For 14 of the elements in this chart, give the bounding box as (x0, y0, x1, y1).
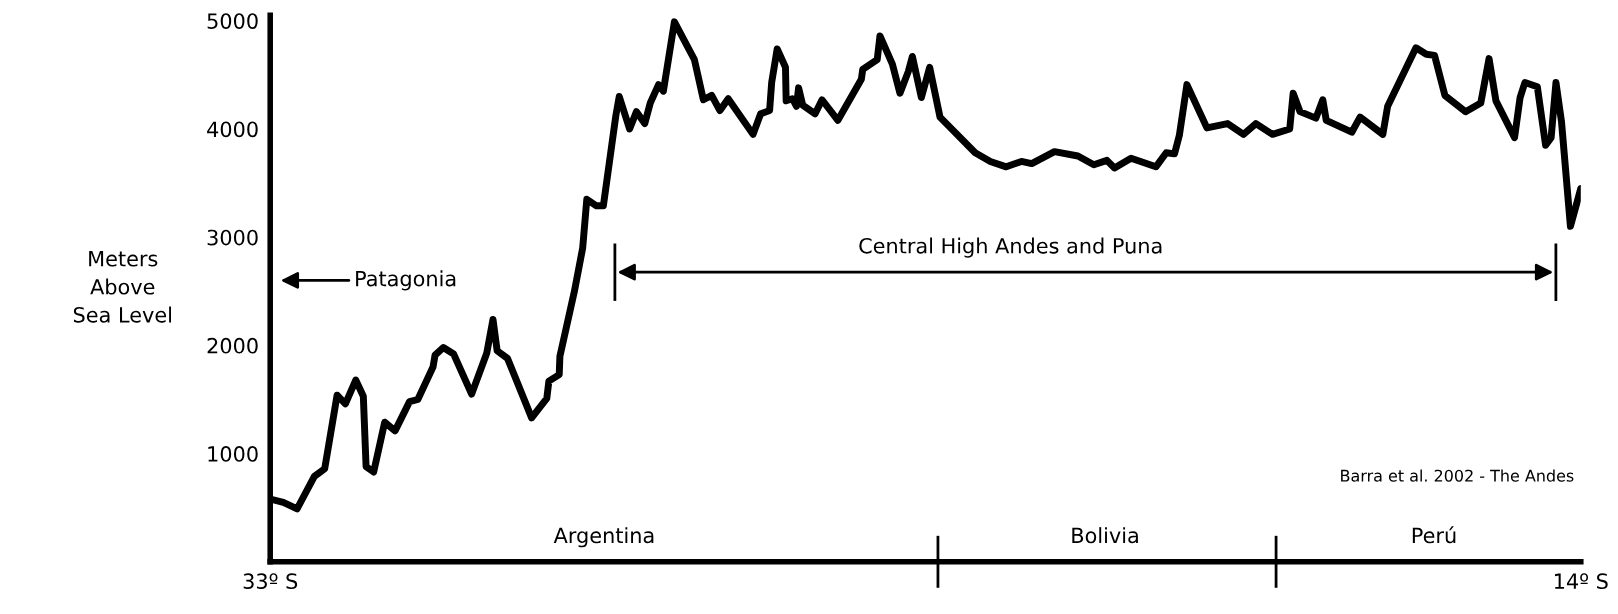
y-axis-title: Meters Above Sea Level (73, 251, 171, 323)
y-tick-label: 4000 (207, 121, 258, 138)
y-tick-label: 1000 (208, 446, 258, 462)
annotation: Perú (1412, 526, 1456, 544)
annotation: Bolivia (1072, 527, 1138, 544)
y-tick-label: 2000 (207, 337, 258, 354)
annotation: Barra et al. 2002 - The Andes (1341, 469, 1574, 482)
annotation: Central High Andes and Puna (859, 237, 1162, 258)
y-tick-label: 5000 (207, 13, 258, 29)
x-tick-label: 14º S (1554, 573, 1608, 590)
annotation: Patagonia (356, 270, 456, 291)
y-tick-label: 3000 (207, 229, 258, 246)
x-tick-label: 33º S (243, 573, 298, 590)
annotation: Argentina (553, 527, 654, 548)
